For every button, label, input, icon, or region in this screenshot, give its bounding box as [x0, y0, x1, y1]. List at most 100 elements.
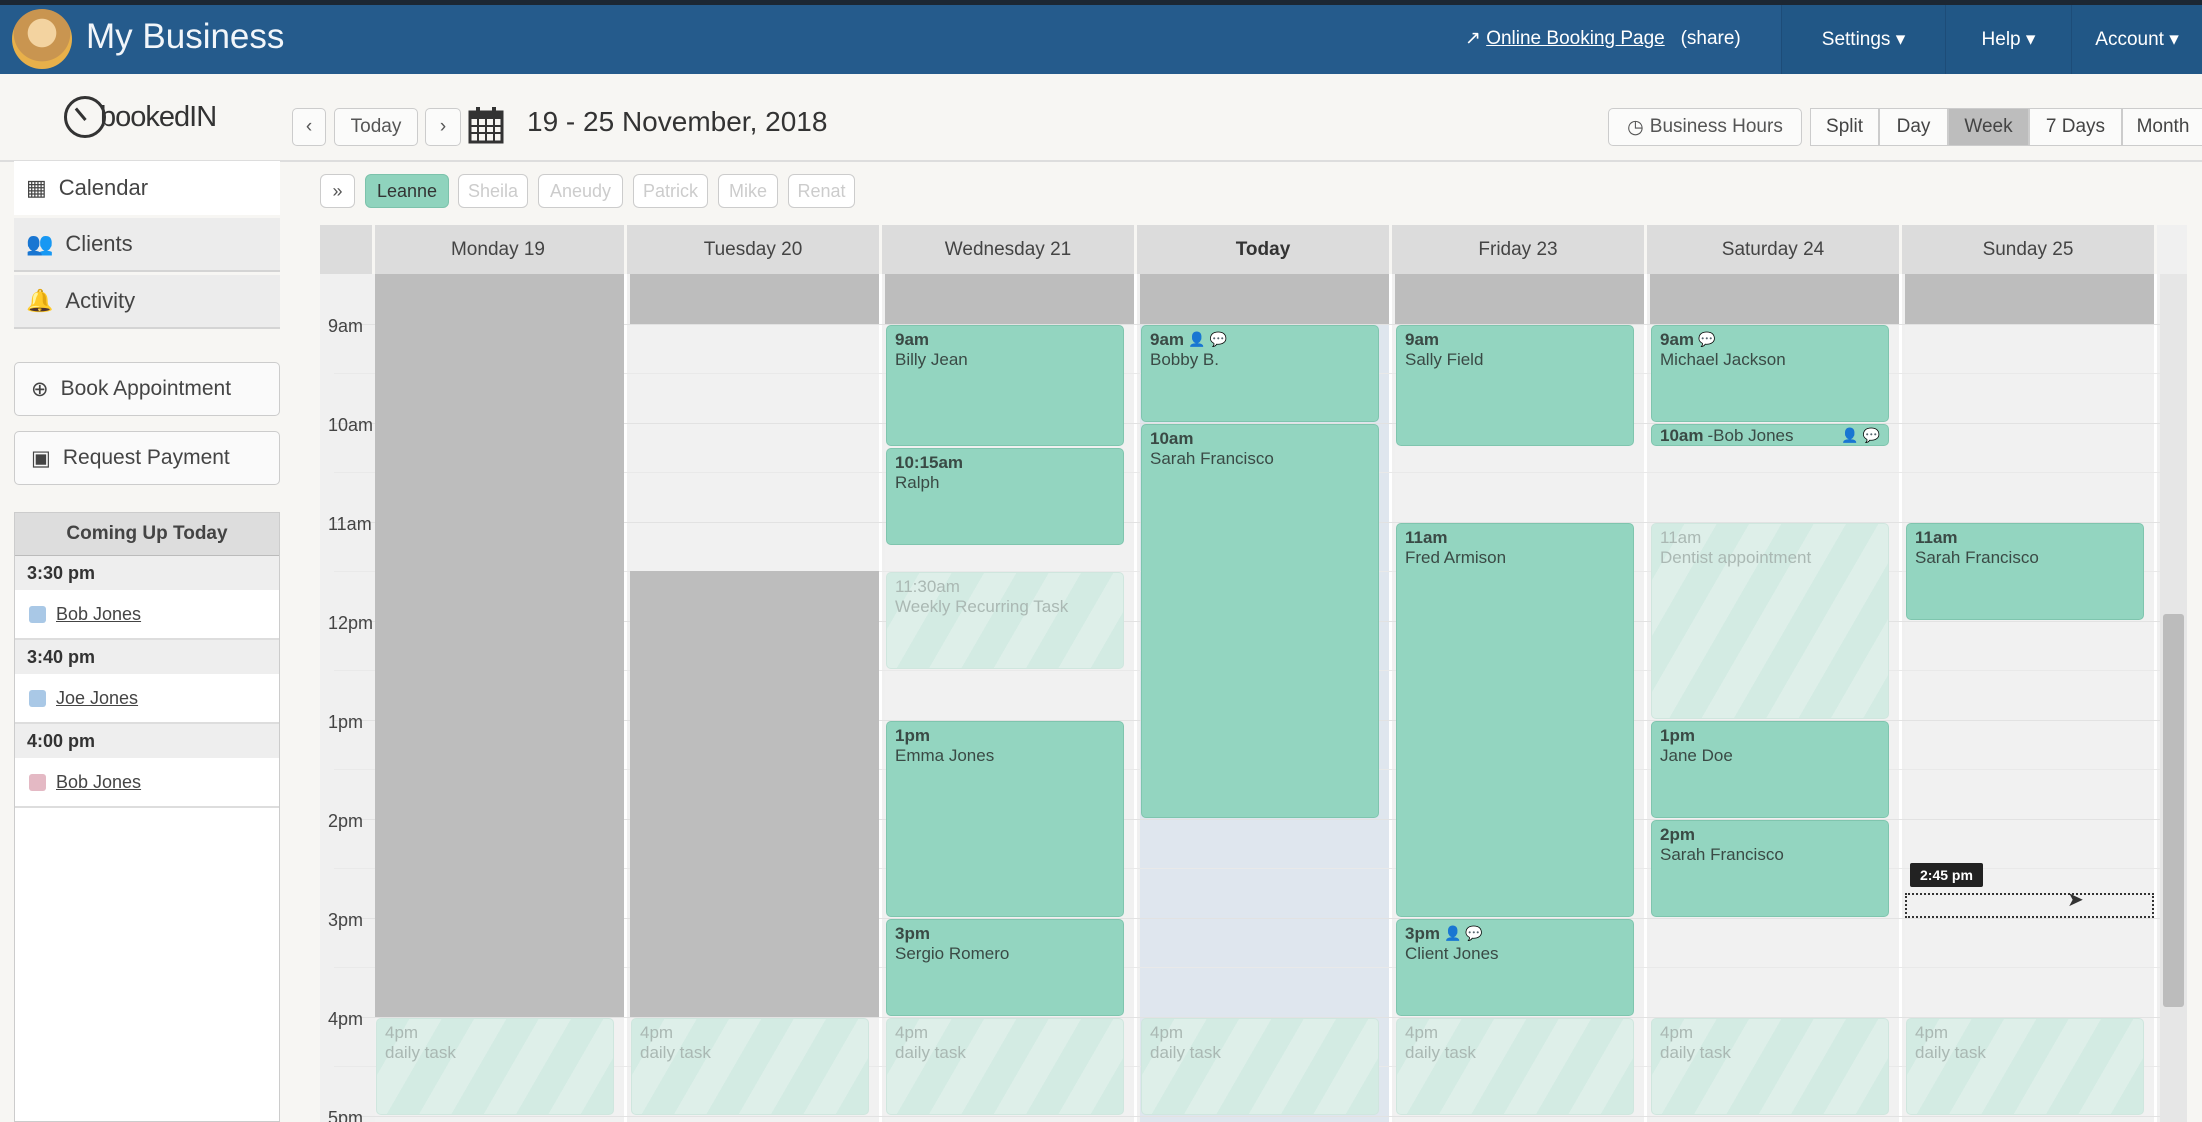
upcoming-time: 3:30 pm	[15, 556, 279, 590]
task-event[interactable]: 4pm daily task	[1906, 1017, 2144, 1115]
appointment-event[interactable]: 11am Sarah Francisco	[1906, 522, 2144, 620]
event-time-row: 2pm	[1660, 825, 1880, 845]
business-avatar[interactable]	[12, 9, 72, 69]
hour-label: 3pm	[328, 909, 364, 930]
event-time: 3pm	[1405, 923, 1440, 943]
staff-filter-renat[interactable]: Renat	[788, 174, 855, 208]
task-event[interactable]: 4pm daily task	[1141, 1017, 1379, 1115]
user-icon: 👤	[1188, 331, 1206, 347]
appointment-event[interactable]: 9am Sally Field	[1396, 324, 1634, 447]
upcoming-client-link[interactable]: Bob Jones	[56, 603, 142, 624]
task-event[interactable]: 11am Dentist appointment	[1651, 522, 1889, 719]
bell-icon: 🔔	[26, 288, 54, 313]
appointment-event[interactable]: 1pm Jane Doe	[1651, 720, 1889, 818]
event-time-row: 3pm 👤 💬	[1405, 924, 1625, 944]
staff-filter-aneudy[interactable]: Aneudy	[538, 174, 623, 208]
sidebar-item-label: Clients	[65, 231, 133, 256]
appointment-event[interactable]: 9am Billy Jean	[886, 324, 1124, 447]
event-time: 9am	[1150, 329, 1185, 349]
appointment-event[interactable]: 10am -Bob Jones 👤 💬	[1651, 423, 1889, 447]
appointment-event[interactable]: 9am 💬 Michael Jackson	[1651, 324, 1889, 422]
day-header[interactable]: Wednesday 21	[882, 225, 1137, 274]
event-title: daily task	[1915, 1042, 1986, 1062]
appointment-event[interactable]: 10am Sarah Francisco	[1141, 423, 1379, 818]
next-week-button[interactable]: ›	[425, 108, 461, 146]
date-picker-icon[interactable]	[468, 106, 504, 144]
day-column[interactable]	[1905, 274, 2157, 1122]
event-time: 4pm	[1915, 1022, 1949, 1042]
staff-filter-leanne[interactable]: Leanne	[365, 174, 449, 208]
upcoming-client-link[interactable]: Bob Jones	[56, 771, 142, 792]
upcoming-item[interactable]: Bob Jones	[15, 590, 279, 640]
sidebar-item-calendar[interactable]: ▦ Calendar	[14, 161, 280, 215]
time-tooltip: 2:45 pm	[1910, 862, 1983, 887]
event-title: Emma Jones	[895, 745, 995, 765]
upcoming-item[interactable]: Bob Jones	[15, 758, 279, 808]
view-week-button[interactable]: Week	[1948, 108, 2029, 146]
hour-label: 5pm	[328, 1107, 364, 1122]
staff-filter-sheila[interactable]: Sheila	[458, 174, 528, 208]
expand-staff-button[interactable]: »	[320, 174, 355, 208]
event-title: Billy Jean	[895, 349, 968, 369]
upcoming-time: 4:00 pm	[15, 724, 279, 758]
task-event[interactable]: 4pm daily task	[1651, 1017, 1889, 1115]
upcoming-item[interactable]: Joe Jones	[15, 674, 279, 724]
event-title: Sarah Francisco	[1660, 844, 1784, 864]
appointment-event[interactable]: 10:15am Ralph	[886, 448, 1124, 546]
sidebar-item-activity[interactable]: 🔔 Activity	[14, 275, 280, 329]
book-appointment-button[interactable]: ⊕ Book Appointment	[14, 362, 280, 416]
business-hours-label: Business Hours	[1649, 116, 1783, 137]
event-time: 4pm	[895, 1022, 929, 1042]
appointment-event[interactable]: 3pm Sergio Romero	[886, 918, 1124, 1016]
day-header[interactable]: Today	[1137, 225, 1392, 274]
day-header[interactable]: Saturday 24	[1647, 225, 1902, 274]
account-menu[interactable]: Account ▾	[2071, 5, 2202, 74]
staff-filter-mike[interactable]: Mike	[718, 174, 778, 208]
today-button[interactable]: Today	[334, 108, 418, 146]
staff-filter-patrick[interactable]: Patrick	[633, 174, 708, 208]
event-title: Sarah Francisco	[1150, 448, 1274, 468]
event-title: daily task	[1150, 1042, 1221, 1062]
appointment-event[interactable]: 11am Fred Armison	[1396, 522, 1634, 917]
task-event[interactable]: 4pm daily task	[886, 1017, 1124, 1115]
event-time-row: 11:30am	[895, 577, 1115, 597]
view-day-button[interactable]: Day	[1879, 108, 1948, 146]
view-month-button[interactable]: Month	[2122, 108, 2202, 146]
prev-week-button[interactable]: ‹	[292, 108, 326, 146]
day-header[interactable]: Friday 23	[1392, 225, 1647, 274]
day-header[interactable]: Monday 19	[372, 225, 627, 274]
hover-slot-selection[interactable]	[1905, 892, 2154, 918]
appointment-event[interactable]: 1pm Emma Jones	[886, 720, 1124, 917]
view-split-button[interactable]: Split	[1810, 108, 1879, 146]
online-booking-page-link[interactable]: Online Booking Page	[1486, 28, 1665, 49]
appointment-event[interactable]: 3pm 👤 💬 Client Jones	[1396, 918, 1634, 1016]
event-title: daily task	[640, 1042, 711, 1062]
event-time: 10am	[1150, 428, 1194, 448]
online-booking-link[interactable]: ↗ Online Booking Page (share)	[1465, 27, 1741, 50]
help-menu[interactable]: Help ▾	[1945, 5, 2071, 74]
hour-label: 9am	[328, 315, 364, 336]
sidebar-item-clients[interactable]: 👥 Clients	[14, 218, 280, 272]
event-time-row: 9am	[895, 330, 1115, 350]
upcoming-client-link[interactable]: Joe Jones	[56, 687, 139, 708]
task-event[interactable]: 4pm daily task	[631, 1017, 869, 1115]
share-link[interactable]: (share)	[1680, 28, 1741, 49]
money-icon: ▣	[31, 446, 51, 470]
task-event[interactable]: 11:30am Weekly Recurring Task	[886, 572, 1124, 669]
day-header[interactable]: Sunday 25	[1902, 225, 2157, 274]
event-time-row: 4pm	[895, 1023, 1115, 1043]
appointment-event[interactable]: 9am 👤 💬 Bobby B.	[1141, 324, 1379, 422]
task-event[interactable]: 4pm daily task	[1396, 1017, 1634, 1115]
day-header[interactable]: Tuesday 20	[627, 225, 882, 274]
task-event[interactable]: 4pm daily task	[376, 1017, 614, 1115]
appointment-event[interactable]: 2pm Sarah Francisco	[1651, 819, 1889, 917]
unavailable-block	[630, 274, 879, 324]
week-calendar-grid: Monday 19 Tuesday 20 Wednesday 21 Today Frid…	[320, 225, 2187, 1122]
time-gutter-header	[320, 225, 375, 274]
business-hours-button[interactable]: ◷ Business Hours	[1608, 108, 1802, 146]
scrollbar-thumb[interactable]	[2163, 614, 2184, 1007]
event-time: 11am	[1915, 527, 1958, 547]
settings-menu[interactable]: Settings ▾	[1781, 5, 1945, 74]
request-payment-button[interactable]: ▣ Request Payment	[14, 431, 280, 485]
view-7-days-button[interactable]: 7 Days	[2029, 108, 2122, 146]
